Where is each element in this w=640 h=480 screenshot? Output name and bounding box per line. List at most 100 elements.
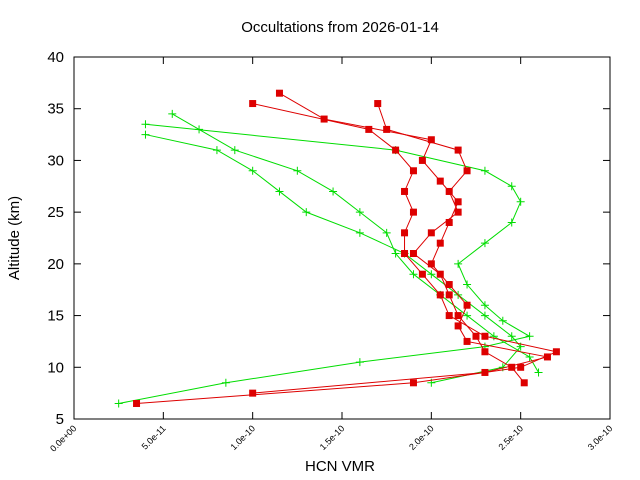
point: [248, 166, 257, 175]
profile-line: [172, 113, 539, 373]
point: [365, 125, 373, 133]
point: [391, 249, 400, 258]
point: [249, 389, 257, 397]
point: [517, 363, 525, 371]
point: [454, 259, 463, 268]
point: [534, 368, 543, 377]
point: [454, 208, 462, 216]
point: [507, 332, 516, 341]
point: [472, 332, 480, 340]
point: [445, 312, 453, 320]
y-tick-label: 5: [56, 411, 64, 428]
point: [427, 270, 436, 279]
point: [516, 197, 525, 206]
point: [489, 332, 498, 341]
y-axis-label: Altitude (km): [6, 196, 23, 280]
point: [480, 166, 489, 175]
point: [427, 136, 435, 144]
point: [507, 182, 516, 191]
point: [552, 348, 560, 356]
y-tick-label: 25: [47, 204, 64, 221]
profile-line: [118, 123, 531, 404]
point: [454, 198, 462, 206]
point: [463, 280, 472, 289]
point: [436, 177, 444, 185]
point: [463, 167, 471, 175]
profile-line: [252, 92, 548, 394]
point: [383, 125, 391, 133]
point: [293, 166, 302, 175]
point: [320, 115, 328, 123]
point: [249, 100, 257, 108]
point: [141, 120, 150, 129]
profile-line: [145, 134, 522, 384]
point: [525, 332, 534, 341]
point: [221, 378, 230, 387]
point: [454, 322, 462, 330]
point: [418, 156, 426, 164]
y-tick-label: 40: [47, 49, 64, 66]
point: [275, 89, 283, 97]
point: [508, 363, 516, 371]
point: [418, 270, 426, 278]
point: [195, 125, 204, 134]
point: [543, 353, 551, 361]
point: [463, 301, 471, 309]
point: [520, 379, 528, 387]
point: [454, 312, 462, 320]
point: [481, 332, 489, 340]
point: [436, 291, 444, 299]
point: [427, 229, 435, 237]
point: [445, 218, 453, 226]
y-tick-label: 10: [47, 359, 64, 376]
point: [409, 270, 418, 279]
point: [355, 358, 364, 367]
point: [445, 291, 453, 299]
point: [355, 208, 364, 217]
y-tick-label: 20: [47, 256, 64, 273]
point: [212, 146, 221, 155]
point: [355, 228, 364, 237]
y-tick-label: 35: [47, 101, 64, 118]
x-axis-label: HCN VMR: [305, 458, 375, 475]
point: [427, 260, 435, 268]
point: [133, 399, 141, 407]
point: [445, 187, 453, 195]
point: [409, 379, 417, 387]
point: [401, 250, 409, 258]
chart-title: Occultations from 2026-01-14: [241, 19, 439, 36]
point: [168, 109, 177, 118]
point: [436, 270, 444, 278]
point: [481, 368, 489, 376]
point: [507, 218, 516, 227]
point: [114, 399, 123, 408]
point: [409, 250, 417, 258]
point: [454, 146, 462, 154]
point: [302, 208, 311, 217]
y-tick-label: 15: [47, 308, 64, 325]
point: [481, 348, 489, 356]
point: [498, 316, 507, 325]
point: [409, 167, 417, 175]
point: [480, 311, 489, 320]
point: [401, 187, 409, 195]
point: [374, 100, 382, 108]
y-tick-label: 30: [47, 152, 64, 169]
point: [230, 146, 239, 155]
point: [409, 208, 417, 216]
point: [275, 187, 284, 196]
point: [463, 311, 472, 320]
point: [382, 228, 391, 237]
point: [436, 239, 444, 247]
point: [525, 352, 534, 361]
point: [401, 229, 409, 237]
point: [445, 281, 453, 289]
point: [480, 239, 489, 248]
point: [329, 187, 338, 196]
point: [141, 130, 150, 139]
point: [463, 337, 471, 345]
point: [480, 301, 489, 310]
point: [392, 146, 400, 154]
